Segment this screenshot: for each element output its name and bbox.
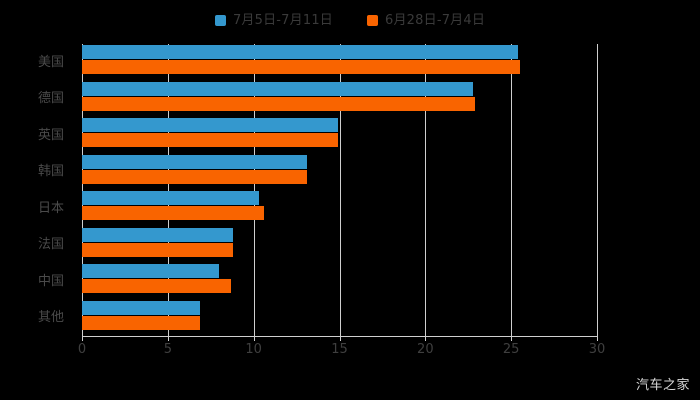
- bar-group: [82, 81, 597, 118]
- legend-swatch-orange-icon: [367, 14, 378, 26]
- y-axis-label-7: 其他: [37, 310, 64, 326]
- bar-group: [82, 44, 597, 81]
- x-tick-label-30: 30: [588, 342, 606, 357]
- bar-group: [82, 300, 597, 337]
- bar-0[interactable]: [82, 45, 519, 59]
- y-axis-label-5: 法国: [37, 237, 64, 253]
- x-tick-15: [339, 336, 341, 341]
- y-axis-label-1: 德国: [37, 91, 64, 107]
- y-axis-category-labels: 美国德国英国韩国日本法国中国其他: [0, 44, 74, 336]
- x-tick-5: [167, 336, 169, 341]
- bar-1[interactable]: [82, 169, 307, 184]
- bar-1[interactable]: [82, 96, 476, 111]
- legend-item-0[interactable]: 7月5日-7月11日: [214, 12, 333, 28]
- bar-0[interactable]: [82, 118, 338, 132]
- bar-group: [82, 263, 597, 300]
- bar-0[interactable]: [82, 264, 220, 278]
- x-tick-label-5: 5: [163, 342, 172, 357]
- x-tick-0: [82, 336, 83, 341]
- bar-group: [82, 117, 597, 154]
- y-axis-label-4: 日本: [37, 200, 64, 216]
- bar-1[interactable]: [82, 279, 232, 293]
- y-axis-label-3: 韩国: [37, 164, 64, 180]
- bar-group: [82, 154, 597, 191]
- watermark: 汽车之家: [635, 378, 690, 393]
- y-axis-label-6: 中国: [37, 273, 64, 289]
- chart-legend: 7月5日-7月11日 6月28日-7月4日: [0, 8, 700, 32]
- bar-group: [82, 190, 597, 227]
- x-tick-label-0: 0: [77, 342, 87, 357]
- x-tick-20: [425, 336, 427, 341]
- x-tick-10: [253, 336, 255, 341]
- bar-group: [82, 227, 597, 264]
- bar-1[interactable]: [82, 242, 234, 257]
- x-tick-label-10: 10: [245, 342, 262, 357]
- bar-0[interactable]: [82, 300, 201, 315]
- legend-swatch-blue-icon: [214, 14, 226, 26]
- bar-1[interactable]: [82, 206, 264, 220]
- y-axis-label-2: 英国: [37, 127, 64, 143]
- bar-0[interactable]: [82, 191, 259, 205]
- x-tick-label-15: 15: [331, 342, 348, 357]
- y-axis-label-0: 美国: [37, 54, 64, 70]
- gridline-30: [597, 44, 598, 336]
- x-axis: 0 5 10 15 20 25 30: [78, 336, 605, 356]
- bar-1[interactable]: [82, 315, 201, 330]
- bar-0[interactable]: [82, 227, 234, 242]
- x-tick-30: [597, 336, 598, 341]
- x-tick-label-20: 20: [417, 342, 434, 357]
- bar-0[interactable]: [82, 154, 307, 169]
- bar-1[interactable]: [82, 60, 520, 74]
- bar-1[interactable]: [82, 133, 338, 147]
- x-tick-label-25: 25: [502, 342, 520, 357]
- legend-label-0: 7月5日-7月11日: [232, 12, 333, 28]
- legend-label-1: 6月28日-7月4日: [385, 12, 486, 28]
- plot-area: [82, 44, 598, 336]
- x-tick-25: [511, 336, 513, 341]
- legend-item-1[interactable]: 6月28日-7月4日: [367, 14, 485, 27]
- bar-rows: [82, 44, 597, 336]
- bar-0[interactable]: [82, 81, 474, 96]
